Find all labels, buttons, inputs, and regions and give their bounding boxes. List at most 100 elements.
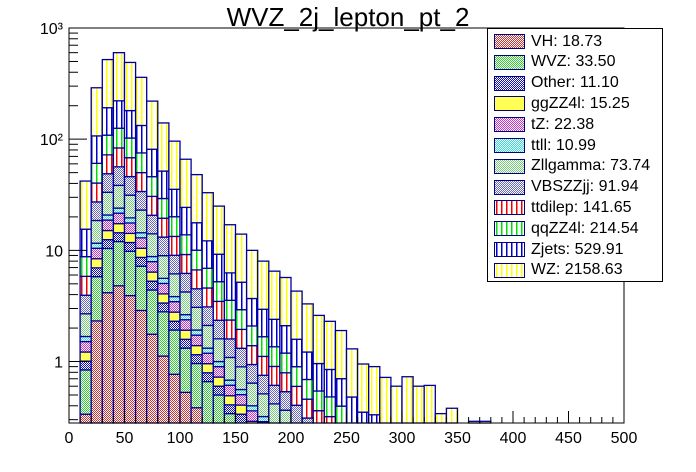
bar-ttll-80 bbox=[157, 277, 170, 285]
bar-zjets-230 bbox=[323, 368, 337, 398]
bar-tz-50 bbox=[123, 222, 137, 235]
bar-ttll-60 bbox=[134, 232, 148, 239]
bar-zjets-160 bbox=[245, 297, 259, 327]
bar-zjets-150 bbox=[234, 281, 248, 311]
bar-ggzz4l-80 bbox=[157, 293, 170, 304]
bar-qqzz4l-50 bbox=[123, 137, 137, 159]
y-tick-label: 1 bbox=[54, 355, 63, 372]
bar-vbszzjj-100 bbox=[179, 272, 192, 293]
bar-wz-280 bbox=[379, 376, 392, 424]
legend-label: VBSZZjj: 91.94 bbox=[531, 178, 639, 196]
bar-wvz-100 bbox=[179, 347, 192, 394]
bar-wz-100 bbox=[179, 158, 192, 209]
bar-zllgamma-10 bbox=[79, 313, 92, 338]
bar-wz-310 bbox=[412, 385, 425, 424]
bar-wvz-140 bbox=[223, 412, 237, 424]
bar-ttdilep-210 bbox=[301, 398, 314, 419]
bar-zjets-130 bbox=[212, 253, 226, 283]
bar-wz-130 bbox=[212, 205, 226, 255]
bar-ttdilep-150 bbox=[234, 328, 248, 349]
chart-title: WVZ_2j_lepton_pt_2 bbox=[226, 2, 470, 32]
bar-vh-80 bbox=[157, 355, 170, 424]
bar-ttdilep-110 bbox=[190, 269, 203, 290]
bar-zjets-190 bbox=[279, 324, 292, 354]
bar-zjets-50 bbox=[123, 109, 137, 139]
bar-zjets-260 bbox=[356, 411, 370, 424]
legend-label: Other: 11.10 bbox=[531, 74, 619, 92]
legend-label: WZ: 2158.63 bbox=[531, 261, 623, 279]
bar-ggzz4l-30 bbox=[101, 229, 115, 241]
legend: VH: 18.73 WVZ: 33.50 Other: 11.10 ggZZ4l: 1… bbox=[487, 28, 663, 282]
bar-ttdilep-170 bbox=[257, 355, 270, 376]
bar-vbszzjj-170 bbox=[257, 374, 270, 395]
bar-wvz-40 bbox=[112, 240, 126, 287]
legend-item-zllgamma: Zllgamma: 73.74 bbox=[488, 156, 650, 177]
bar-qqzz4l-240 bbox=[334, 405, 348, 424]
bar-other-30 bbox=[101, 239, 115, 250]
bar-vh-30 bbox=[101, 292, 115, 424]
bar-ttdilep-180 bbox=[268, 365, 281, 386]
bar-vh-110 bbox=[190, 407, 203, 424]
legend-label: WVZ: 33.50 bbox=[531, 53, 616, 71]
bar-wvz-30 bbox=[101, 247, 115, 294]
bar-vbszzjj-30 bbox=[101, 173, 115, 193]
bar-ggzz4l-140 bbox=[223, 395, 237, 406]
bar-ttll-140 bbox=[223, 379, 237, 386]
bar-wz-340 bbox=[445, 407, 459, 424]
bar-zjets-120 bbox=[201, 240, 214, 269]
bar-zjets-80 bbox=[157, 170, 170, 200]
bar-ttdilep-60 bbox=[134, 171, 148, 193]
bar-ttll-30 bbox=[101, 214, 115, 221]
bar-ttll-120 bbox=[201, 347, 214, 354]
bar-wz-50 bbox=[123, 61, 137, 112]
bar-zllgamma-100 bbox=[179, 291, 192, 316]
bar-vbszzjj-10 bbox=[79, 294, 92, 315]
bar-ttdilep-200 bbox=[290, 385, 303, 406]
bar-zjets-250 bbox=[345, 396, 359, 424]
bar-zjets-40 bbox=[112, 100, 126, 129]
bar-ttll-70 bbox=[146, 255, 159, 263]
bar-tz-70 bbox=[146, 260, 159, 273]
bar-wz-200 bbox=[290, 290, 303, 340]
bar-ttdilep-50 bbox=[123, 157, 137, 178]
bar-other-110 bbox=[190, 354, 203, 365]
bar-vbszzjj-120 bbox=[201, 306, 214, 327]
bar-vh-20 bbox=[90, 320, 103, 424]
bar-zjets-60 bbox=[134, 124, 148, 154]
bar-ggzz4l-10 bbox=[79, 351, 92, 362]
bar-zjets-20 bbox=[90, 135, 103, 165]
bar-other-60 bbox=[134, 256, 148, 267]
bar-tz-30 bbox=[101, 219, 115, 232]
bar-vbszzjj-160 bbox=[245, 363, 259, 384]
bar-vh-50 bbox=[123, 294, 137, 424]
legend-label: ttdilep: 141.65 bbox=[531, 198, 632, 216]
bar-vbszzjj-70 bbox=[146, 214, 159, 235]
bar-zllgamma-170 bbox=[257, 393, 270, 418]
bar-qqzz4l-120 bbox=[201, 267, 214, 289]
bar-other-40 bbox=[112, 232, 126, 243]
bar-qqzz4l-10 bbox=[79, 256, 92, 277]
bar-ttdilep-20 bbox=[90, 182, 103, 203]
bar-wvz-20 bbox=[90, 276, 103, 322]
bar-zjets-270 bbox=[368, 414, 381, 424]
bar-wz-20 bbox=[90, 87, 103, 137]
bar-tz-130 bbox=[212, 365, 226, 378]
bar-ttdilep-130 bbox=[212, 300, 226, 321]
legend-swatch bbox=[494, 75, 525, 91]
bar-ttll-130 bbox=[212, 360, 226, 368]
y-tick-label: 10² bbox=[40, 132, 64, 149]
bar-ttll-10 bbox=[79, 335, 92, 343]
x-tick-label: 150 bbox=[222, 430, 249, 447]
bar-qqzz4l-230 bbox=[323, 396, 337, 418]
legend-swatch bbox=[494, 242, 525, 257]
y-tick-label: 10 bbox=[45, 243, 63, 260]
bar-wz-190 bbox=[279, 276, 292, 327]
bar-zllgamma-30 bbox=[101, 191, 115, 216]
legend-swatch bbox=[494, 200, 525, 216]
bar-tz-10 bbox=[79, 340, 92, 353]
bar-ttdilep-160 bbox=[245, 344, 259, 366]
bar-ttdilep-80 bbox=[157, 217, 170, 238]
bar-wvz-10 bbox=[79, 369, 92, 415]
bar-ggzz4l-50 bbox=[123, 232, 137, 244]
